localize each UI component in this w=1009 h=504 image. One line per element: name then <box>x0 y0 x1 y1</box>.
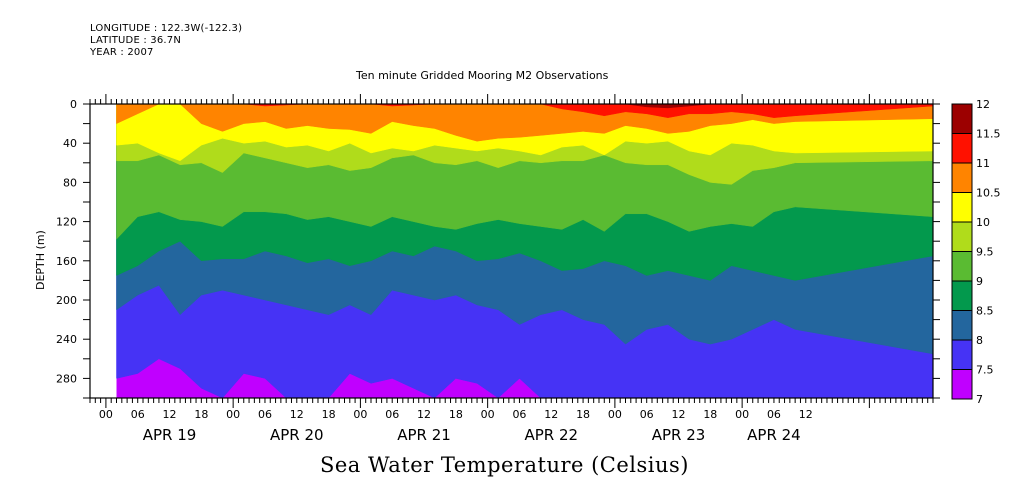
chart-variable-label: Sea Water Temperature (Celsius) <box>319 453 689 477</box>
colorbar-swatch-9 <box>951 251 973 282</box>
x-day-label: APR 23 <box>652 426 706 444</box>
x-hour-label: 00 <box>481 408 495 421</box>
x-hour-label: 12 <box>417 408 431 421</box>
x-hour-label: 12 <box>672 408 686 421</box>
colorbar-swatch-7.5 <box>951 339 973 370</box>
y-axis-label: DEPTH (m) <box>34 230 47 290</box>
x-hour-label: 06 <box>258 408 272 421</box>
band-above-10.5 <box>116 103 934 142</box>
colorbar-label: 12 <box>976 98 990 111</box>
x-hour-label: 12 <box>544 408 558 421</box>
colorbar-label: 11.5 <box>976 128 1001 141</box>
x-hour-label: 12 <box>290 408 304 421</box>
colorbar-swatch-8.5 <box>951 280 973 311</box>
x-hour-label: 00 <box>353 408 367 421</box>
x-day-label: APR 21 <box>397 426 451 444</box>
colorbar-label: 8.5 <box>976 305 994 318</box>
colorbar-swatch-8 <box>951 310 973 341</box>
axes: 0 40 80 120 160 200 240 280 00 06 12 18 00 06 12 18 00 06… <box>56 94 940 444</box>
y-tick-label: 160 <box>56 255 77 268</box>
colorbar-label: 10 <box>976 216 990 229</box>
x-hour-label: 18 <box>449 408 463 421</box>
x-day-label: APR 20 <box>270 426 324 444</box>
colorbar-swatch-11 <box>951 133 973 164</box>
x-hour-label: 00 <box>99 408 113 421</box>
colorbar-swatch-11.5 <box>951 103 973 134</box>
contour-bands <box>116 103 934 399</box>
colorbar-swatch-9.5 <box>951 221 973 252</box>
x-hour-label: 12 <box>799 408 813 421</box>
x-hour-label: 12 <box>163 408 177 421</box>
colorbar-label: 7 <box>976 393 983 406</box>
colorbar-label: 10.5 <box>976 187 1001 200</box>
y-tick-label: 120 <box>56 216 77 229</box>
x-hour-label: 00 <box>735 408 749 421</box>
y-tick-label: 200 <box>56 294 77 307</box>
x-hour-label: 18 <box>576 408 590 421</box>
x-hour-label: 06 <box>512 408 526 421</box>
colorbar-label: 8 <box>976 334 983 347</box>
colorbar-swatch-10.5 <box>951 162 973 193</box>
y-tick-label: 40 <box>63 137 77 150</box>
y-tick-label: 280 <box>56 372 77 385</box>
colorbar-swatch-10 <box>951 192 973 223</box>
x-day-label: APR 22 <box>524 426 578 444</box>
colorbar-swatch-7 <box>951 369 973 400</box>
x-hour-label: 06 <box>385 408 399 421</box>
x-hour-label: 18 <box>322 408 336 421</box>
x-hour-label: 18 <box>703 408 717 421</box>
colorbar-label: 7.5 <box>976 364 994 377</box>
x-hour-label: 00 <box>608 408 622 421</box>
x-hour-label: 18 <box>194 408 208 421</box>
y-tick-label: 0 <box>70 98 77 111</box>
longitude-label: LONGITUDE : 122.3W(-122.3) <box>90 23 243 34</box>
colorbar-label: 9.5 <box>976 246 994 259</box>
x-hour-label: 06 <box>767 408 781 421</box>
y-tick-label: 240 <box>56 333 77 346</box>
y-tick-label: 80 <box>63 176 77 189</box>
colorbar-label: 11 <box>976 157 990 170</box>
x-day-label: APR 19 <box>143 426 197 444</box>
x-hour-label: 06 <box>131 408 145 421</box>
x-hour-label: 06 <box>640 408 654 421</box>
year-label: YEAR : 2007 <box>90 47 154 58</box>
x-hour-label: 00 <box>226 408 240 421</box>
colorbar: 7 7.5 8 8.5 9 9.5 10 10.5 11 11.5 12 <box>951 98 1001 406</box>
chart-title: Ten minute Gridded Mooring M2 Observatio… <box>356 69 609 82</box>
colorbar-label: 9 <box>976 275 983 288</box>
latitude-label: LATITUDE : 36.7N <box>90 35 182 46</box>
plot-frame <box>89 103 934 399</box>
x-day-label: APR 24 <box>747 426 801 444</box>
